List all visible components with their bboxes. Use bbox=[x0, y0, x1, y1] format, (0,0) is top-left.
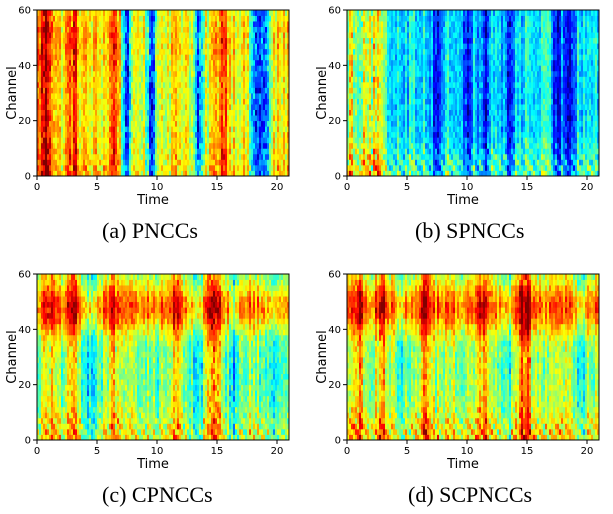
caption-a: (a) PNCCs bbox=[102, 218, 198, 244]
x-tick-label: 15 bbox=[211, 182, 224, 193]
x-tick-label: 0 bbox=[34, 182, 40, 193]
x-tick-label: 10 bbox=[151, 182, 164, 193]
panel-a: 0 5 10 15 20 0 20 40 60 Time Channel (a) PNCCs bbox=[0, 0, 300, 250]
heatmap-cells bbox=[347, 10, 599, 176]
x-axis-label: Time bbox=[136, 193, 169, 208]
panel-b: 051015200204060TimeChannel (b) SPNCCs bbox=[310, 0, 610, 250]
heatmap-b: 051015200204060TimeChannel bbox=[310, 0, 610, 195]
y-tick-label: 20 bbox=[18, 116, 31, 127]
y-tick-label: 60 bbox=[18, 6, 31, 17]
y-tick-label: 40 bbox=[18, 61, 31, 72]
x-tick-label: 20 bbox=[271, 182, 284, 193]
y-tick-label: 0 bbox=[25, 172, 31, 183]
heatmap-a: 051015200204060TimeChannel bbox=[0, 0, 300, 195]
y-axis-label: Channel bbox=[5, 66, 20, 119]
heatmap-cells bbox=[37, 10, 289, 176]
x-tick-label: 5 bbox=[94, 182, 100, 193]
